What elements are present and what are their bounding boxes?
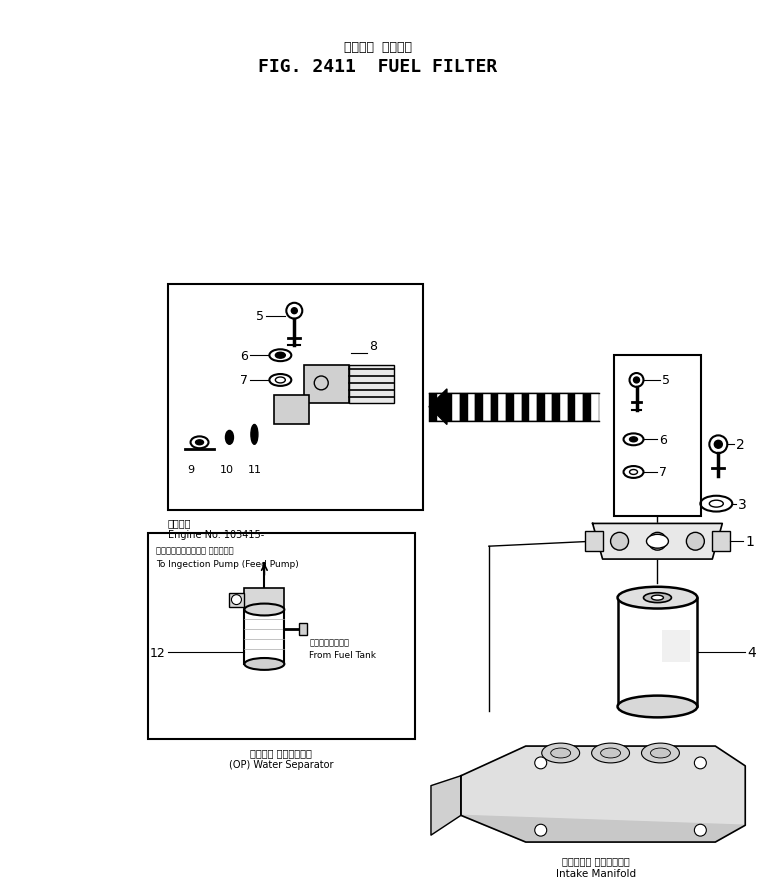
Circle shape	[694, 757, 706, 769]
Bar	[460, 393, 468, 421]
Circle shape	[649, 533, 666, 551]
Text: 11: 11	[247, 464, 262, 474]
Circle shape	[694, 824, 706, 836]
Circle shape	[231, 595, 242, 605]
Bar	[468, 393, 475, 421]
Bar	[584, 532, 603, 551]
Polygon shape	[429, 390, 447, 425]
Bar	[514, 393, 522, 421]
Text: From Fuel Tank: From Fuel Tank	[309, 651, 376, 659]
Ellipse shape	[275, 353, 285, 359]
Text: 12: 12	[150, 646, 165, 658]
Bar	[437, 393, 444, 421]
Ellipse shape	[551, 748, 571, 758]
Text: 8: 8	[369, 340, 377, 352]
Bar	[560, 393, 568, 421]
Bar	[483, 393, 490, 421]
Text: 2: 2	[736, 438, 745, 452]
Circle shape	[634, 378, 640, 384]
Ellipse shape	[225, 431, 233, 445]
Circle shape	[714, 441, 722, 449]
Text: 射射ポンプ（フィード ポンプ）へ: 射射ポンプ（フィード ポンプ）へ	[155, 545, 233, 555]
Ellipse shape	[630, 437, 637, 443]
Bar	[429, 393, 437, 421]
Text: 7: 7	[659, 466, 668, 479]
Circle shape	[687, 533, 704, 551]
Ellipse shape	[600, 748, 621, 758]
Bar	[583, 393, 591, 421]
Bar	[575, 393, 583, 421]
Text: 9: 9	[187, 464, 195, 474]
Ellipse shape	[630, 470, 637, 475]
Bar	[545, 393, 553, 421]
Bar	[475, 393, 483, 421]
Text: 4: 4	[747, 645, 756, 659]
Bar	[618, 598, 697, 707]
Circle shape	[534, 757, 547, 769]
Bar	[713, 532, 730, 551]
Bar	[506, 393, 514, 421]
Text: ウォータ セパレーター: ウォータ セパレーター	[250, 747, 312, 757]
Text: 6: 6	[659, 434, 667, 446]
Text: インテーク マニホールド: インテーク マニホールド	[562, 855, 629, 865]
Text: 10: 10	[220, 464, 233, 474]
Bar	[537, 393, 545, 421]
Bar	[490, 393, 498, 421]
Text: (OP) Water Separator: (OP) Water Separator	[229, 759, 334, 769]
Bar	[553, 393, 560, 421]
Text: FIG. 2411  FUEL FILTER: FIG. 2411 FUEL FILTER	[258, 58, 498, 76]
Polygon shape	[461, 816, 745, 842]
Bar	[452, 393, 460, 421]
Bar	[613, 356, 701, 516]
Polygon shape	[431, 776, 461, 835]
Bar	[168, 284, 423, 510]
Text: To Ingection Pump (Feed Pump): To Ingection Pump (Feed Pump)	[155, 559, 299, 568]
Circle shape	[534, 824, 547, 836]
Ellipse shape	[542, 744, 580, 763]
Polygon shape	[593, 524, 722, 559]
Bar	[230, 593, 244, 607]
Bar	[244, 588, 284, 610]
Bar	[568, 393, 575, 421]
Ellipse shape	[644, 593, 672, 603]
Text: 1: 1	[745, 535, 754, 549]
Bar	[349, 366, 394, 403]
Bar	[148, 534, 415, 739]
Bar	[299, 623, 307, 636]
Text: 6: 6	[240, 349, 249, 363]
Text: Engine No. 103415-: Engine No. 103415-	[168, 529, 264, 540]
Circle shape	[291, 308, 297, 314]
Ellipse shape	[650, 748, 670, 758]
Ellipse shape	[251, 425, 258, 445]
Polygon shape	[461, 746, 745, 842]
Bar	[304, 366, 349, 403]
Text: 5: 5	[256, 310, 265, 323]
Ellipse shape	[647, 535, 669, 549]
Ellipse shape	[651, 595, 663, 601]
Text: フェルル  フィルタ: フェルル フィルタ	[344, 41, 412, 54]
Bar	[591, 393, 599, 421]
Bar	[522, 393, 529, 421]
Text: 3: 3	[738, 497, 747, 511]
Ellipse shape	[244, 658, 284, 670]
Bar	[244, 610, 284, 664]
Ellipse shape	[275, 378, 285, 384]
Bar	[498, 393, 506, 421]
Ellipse shape	[641, 744, 679, 763]
Text: 適用番号: 適用番号	[168, 518, 191, 528]
Text: フェルタンクから: フェルタンクから	[309, 637, 349, 646]
Ellipse shape	[196, 441, 203, 445]
Ellipse shape	[591, 744, 630, 763]
Bar	[529, 393, 537, 421]
Ellipse shape	[618, 587, 697, 608]
Bar	[444, 393, 452, 421]
Text: Intake Manifold: Intake Manifold	[556, 867, 636, 878]
Circle shape	[610, 533, 628, 551]
Bar	[274, 395, 309, 425]
Ellipse shape	[618, 696, 697, 717]
Text: 5: 5	[662, 374, 670, 387]
Ellipse shape	[244, 604, 284, 615]
Text: 7: 7	[240, 374, 249, 387]
Bar	[662, 630, 691, 662]
